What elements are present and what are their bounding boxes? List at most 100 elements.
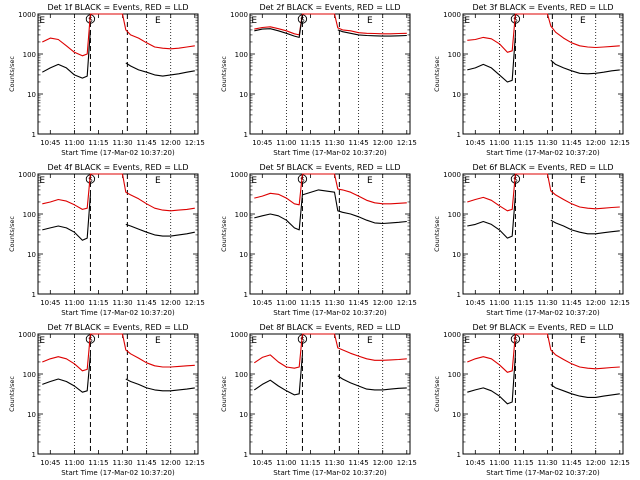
x-tick-label: 12:15: [610, 459, 630, 467]
x-tick-label: 12:15: [610, 299, 630, 307]
sun-marker-label: S: [513, 16, 518, 24]
x-tick-label: 12:15: [397, 459, 417, 467]
y-tick-label: 1000: [18, 171, 36, 179]
sun-marker-label: S: [300, 336, 305, 344]
plot-frame: [462, 173, 624, 295]
y-tick-label: 1: [244, 291, 248, 299]
chart-panel: Det 5f BLACK = Events, RED = LLD 1 10 100 10…: [220, 163, 417, 317]
event-start-marker: E: [464, 336, 470, 346]
chart-title: Det 2f BLACK = Events, RED = LLD: [259, 3, 400, 12]
x-tick-label: 11:45: [562, 299, 582, 307]
sun-marker-label: S: [300, 176, 305, 184]
x-tick-label: 10:45: [252, 459, 272, 467]
y-tick-label: 100: [23, 371, 36, 379]
events-series-line: [253, 354, 407, 396]
x-tick-label: 11:15: [513, 459, 533, 467]
x-tick-label: 12:00: [586, 299, 606, 307]
lld-series-line: [254, 173, 407, 206]
chart-panel: Det 6f BLACK = Events, RED = LLD 1 10 100 10…: [433, 163, 630, 317]
y-tick-label: 100: [448, 371, 461, 379]
x-tick-label: 12:00: [586, 459, 606, 467]
x-tick-label: 11:45: [137, 459, 157, 467]
sun-marker-label: S: [88, 176, 93, 184]
y-tick-label: 10: [27, 411, 36, 419]
x-axis-label: Start Time (17-Mar-02 10:37:20): [486, 149, 600, 157]
y-tick-label: 10: [452, 251, 461, 259]
x-tick-label: 11:30: [324, 139, 344, 147]
x-tick-label: 12:15: [397, 299, 417, 307]
x-axis-label: Start Time (17-Mar-02 10:37:20): [273, 149, 387, 157]
y-tick-label: 100: [23, 211, 36, 219]
x-tick-label: 12:00: [161, 459, 181, 467]
event-end-marker: E: [367, 16, 373, 26]
x-tick-label: 10:45: [465, 459, 485, 467]
chart-panel: Det 7f BLACK = Events, RED = LLD 1 10 100 10…: [8, 323, 205, 477]
x-tick-label: 11:45: [562, 459, 582, 467]
lld-series-line: [467, 13, 620, 53]
x-tick-label: 11:45: [349, 299, 369, 307]
x-tick-label: 11:30: [324, 459, 344, 467]
chart-title: Det 3f BLACK = Events, RED = LLD: [472, 3, 613, 12]
x-tick-label: 11:30: [537, 459, 557, 467]
chart-title: Det 6f BLACK = Events, RED = LLD: [472, 163, 613, 172]
x-tick-label: 12:15: [185, 459, 205, 467]
x-tick-label: 10:45: [252, 299, 272, 307]
chart-panel: Det 4f BLACK = Events, RED = LLD 1 10 100 10…: [8, 163, 205, 317]
x-axis-label: Start Time (17-Mar-02 10:37:20): [61, 309, 175, 317]
y-tick-label: 10: [452, 411, 461, 419]
sun-marker-label: S: [513, 176, 518, 184]
y-tick-label: 1000: [230, 171, 248, 179]
x-tick-label: 11:15: [88, 139, 108, 147]
x-axis-label: Start Time (17-Mar-02 10:37:20): [486, 469, 600, 477]
y-tick-label: 1000: [443, 11, 461, 19]
chart-panel: Det 1f BLACK = Events, RED = LLD 1 10 100 10…: [8, 3, 205, 157]
y-axis-label: Counts/sec: [220, 216, 228, 252]
x-tick-label: 12:00: [586, 139, 606, 147]
y-tick-label: 10: [27, 251, 36, 259]
y-tick-label: 10: [239, 251, 248, 259]
chart-title: Det 9f BLACK = Events, RED = LLD: [472, 323, 613, 332]
x-tick-label: 11:15: [300, 459, 320, 467]
y-tick-label: 100: [448, 211, 461, 219]
x-tick-label: 11:00: [489, 459, 509, 467]
y-axis-label: Counts/sec: [220, 56, 228, 92]
x-axis-label: Start Time (17-Mar-02 10:37:20): [273, 309, 387, 317]
y-tick-label: 100: [235, 51, 248, 59]
event-end-marker: E: [155, 16, 161, 26]
lld-series-line: [253, 333, 407, 369]
event-end-marker: E: [580, 336, 586, 346]
x-tick-label: 11:15: [88, 459, 108, 467]
x-tick-label: 12:15: [185, 139, 205, 147]
y-tick-label: 100: [23, 51, 36, 59]
plot-frame: [37, 333, 199, 455]
x-tick-label: 10:45: [465, 299, 485, 307]
y-tick-label: 1000: [18, 331, 36, 339]
y-axis-label: Counts/sec: [433, 56, 441, 92]
events-series-line: [42, 354, 195, 393]
x-tick-label: 11:45: [137, 139, 157, 147]
events-series-line: [467, 194, 620, 239]
event-start-marker: E: [251, 336, 257, 346]
events-series-line: [42, 194, 195, 241]
x-tick-label: 12:15: [185, 299, 205, 307]
x-tick-label: 11:45: [349, 459, 369, 467]
y-tick-label: 1: [457, 291, 461, 299]
chart-title: Det 1f BLACK = Events, RED = LLD: [47, 3, 188, 12]
lld-series-line: [254, 13, 407, 36]
x-tick-label: 11:00: [64, 459, 84, 467]
x-tick-label: 11:45: [562, 139, 582, 147]
events-series-line: [467, 34, 620, 83]
chart-title: Det 7f BLACK = Events, RED = LLD: [47, 323, 188, 332]
y-axis-label: Counts/sec: [8, 376, 16, 412]
event-start-marker: E: [464, 16, 470, 26]
x-tick-label: 10:45: [40, 299, 60, 307]
x-tick-label: 11:45: [137, 299, 157, 307]
x-tick-label: 11:30: [112, 139, 132, 147]
x-tick-label: 10:45: [252, 139, 272, 147]
sun-marker-label: S: [513, 336, 518, 344]
x-tick-label: 11:15: [300, 299, 320, 307]
x-tick-label: 11:00: [64, 299, 84, 307]
y-tick-label: 1: [32, 291, 36, 299]
events-series-line: [254, 189, 407, 231]
